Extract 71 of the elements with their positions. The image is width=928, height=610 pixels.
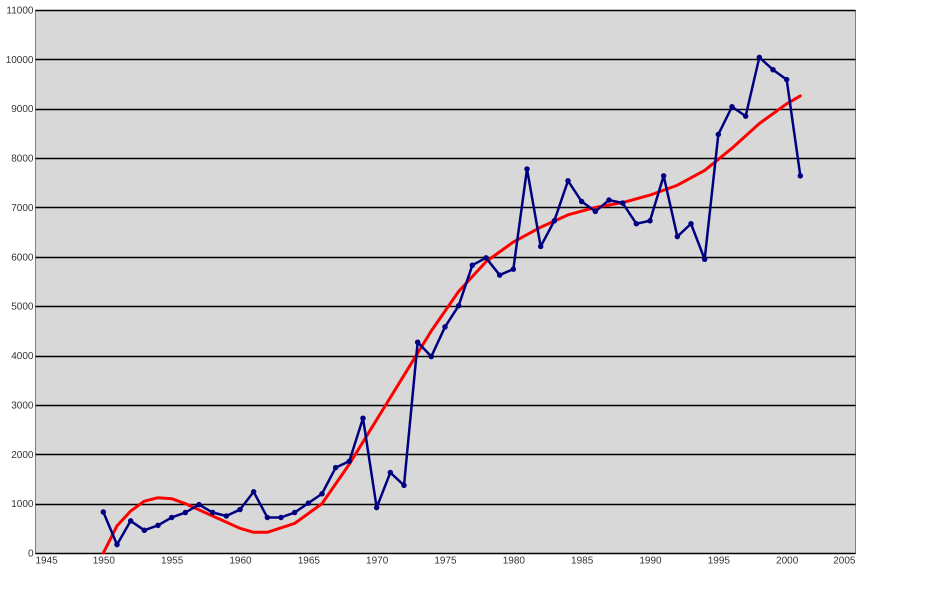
point: [578, 198, 584, 204]
point: [142, 528, 148, 534]
point: [360, 416, 366, 421]
x-tick-label: 1975: [434, 556, 458, 566]
point: [264, 514, 270, 520]
point: [278, 514, 284, 520]
point: [552, 218, 558, 224]
x-tick-label: 1980: [502, 556, 526, 566]
x-tick-label: 1950: [92, 556, 116, 566]
point: [606, 197, 612, 203]
y-tick-label: 11000: [6, 6, 34, 16]
point: [224, 513, 230, 519]
point: [510, 266, 516, 272]
point: [592, 208, 598, 214]
point: [332, 464, 338, 470]
x-tick-label: 1985: [571, 556, 594, 566]
point: [168, 514, 174, 520]
point: [729, 104, 735, 110]
point: [470, 262, 476, 268]
y-tick-label: 10000: [6, 54, 34, 66]
y-tick-label: 2000: [11, 450, 34, 461]
point: [196, 502, 202, 508]
x-tick-label: 1995: [708, 556, 730, 566]
point: [388, 470, 394, 476]
point: [210, 510, 216, 516]
point: [155, 522, 161, 528]
x-tick-label: 1965: [298, 556, 320, 566]
point: [401, 482, 407, 488]
point: [182, 510, 188, 516]
point: [538, 244, 544, 250]
y-tick-label: 3000: [11, 400, 34, 412]
point: [647, 218, 653, 224]
point: [428, 354, 434, 360]
x-tick-label: 1955: [161, 556, 184, 566]
point: [414, 339, 420, 345]
point: [784, 76, 790, 82]
point: [250, 489, 256, 495]
point: [716, 132, 722, 138]
x-tick-label: 1970: [366, 556, 389, 566]
point: [702, 256, 708, 262]
point: [483, 255, 489, 261]
point: [128, 518, 134, 524]
y-tick-label: 8000: [11, 154, 34, 165]
y-tick-label: 9000: [11, 104, 34, 116]
y-tick-label: 0: [28, 548, 34, 560]
point: [100, 509, 106, 515]
point: [524, 166, 530, 172]
point: [456, 302, 462, 308]
point: [798, 173, 804, 179]
y-tick-label: 5000: [11, 302, 34, 313]
y-tick-label: 7000: [11, 202, 34, 214]
x-tick-label: 2005: [833, 556, 856, 566]
point: [620, 200, 626, 206]
x-tick-label: 2000: [776, 556, 799, 566]
point: [292, 510, 298, 516]
point: [634, 221, 640, 226]
x-tick-label: 1960: [229, 556, 252, 566]
point: [306, 500, 312, 506]
point: [442, 324, 448, 330]
x-tick-label: 1990: [639, 556, 662, 566]
point: [688, 221, 694, 226]
point: [346, 458, 352, 464]
point: [770, 66, 776, 72]
x-tick-label: 1945: [36, 556, 58, 566]
y-tick-label: 6000: [11, 252, 34, 264]
point: [319, 491, 325, 496]
point: [496, 272, 502, 278]
y-tick-label: 4000: [11, 351, 34, 362]
y-tick-label: 1000: [11, 499, 34, 510]
point: [237, 506, 243, 512]
point: [742, 113, 748, 119]
